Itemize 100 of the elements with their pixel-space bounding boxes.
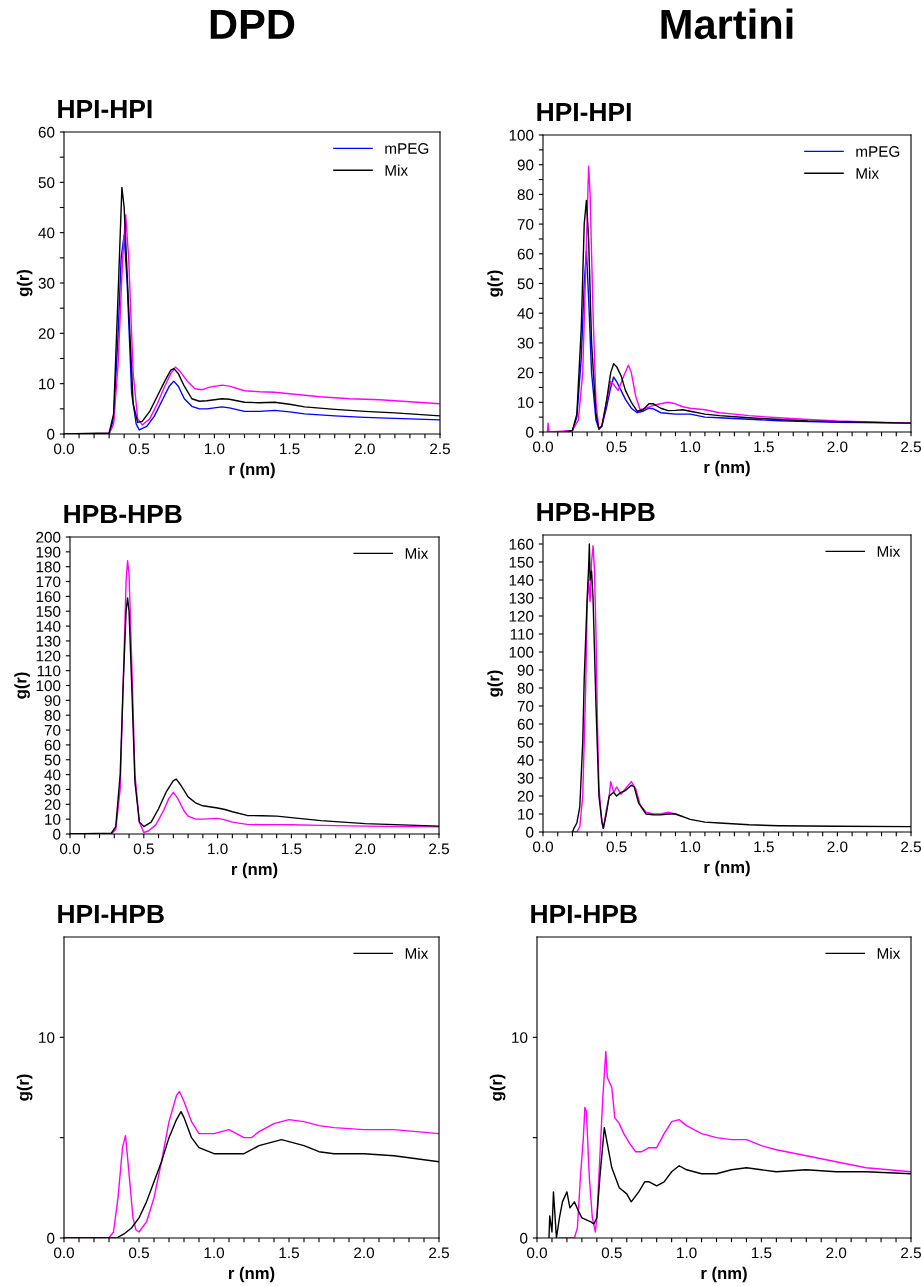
x-tick-label: 2.5 bbox=[430, 443, 450, 455]
x-tick-label: 2.0 bbox=[827, 441, 848, 453]
x-tick-label: 0.0 bbox=[53, 443, 75, 455]
y-tick-label: 60 bbox=[517, 718, 534, 730]
x-tick-label: 0.0 bbox=[532, 841, 554, 853]
x-tick-label: 2.5 bbox=[901, 841, 921, 853]
y-tick-label: 40 bbox=[517, 754, 534, 766]
y-tick-label: 120 bbox=[509, 610, 534, 622]
y-tick-label: 30 bbox=[38, 277, 55, 289]
y-tick-label: 20 bbox=[38, 328, 55, 340]
y-tick-label: 60 bbox=[517, 248, 534, 260]
y-tick-label: 60 bbox=[44, 739, 61, 751]
legend-label: Mix bbox=[856, 167, 879, 179]
legend-label: Mix bbox=[877, 545, 901, 557]
x-axis-title: r (nm) bbox=[704, 460, 750, 477]
x-tick-label: 0.5 bbox=[129, 443, 150, 455]
x-tick-label: 0.0 bbox=[526, 1247, 548, 1259]
legend-label: mPEG bbox=[856, 146, 900, 157]
x-tick-label: 1.0 bbox=[208, 843, 228, 855]
x-tick-label: 1.5 bbox=[279, 1247, 299, 1259]
legend-label: Mix bbox=[405, 947, 429, 959]
y-tick-label: 170 bbox=[36, 576, 61, 588]
x-tick-label: 2.0 bbox=[355, 843, 376, 855]
y-tick-label: 120 bbox=[36, 650, 61, 662]
x-tick-label: 1.5 bbox=[751, 1247, 772, 1259]
y-tick-label: 130 bbox=[36, 635, 61, 647]
x-tick-label: 1.0 bbox=[204, 1247, 225, 1259]
legend-label: Mix bbox=[405, 547, 429, 559]
y-tick-label: 10 bbox=[39, 1032, 55, 1044]
y-tick-label: 0 bbox=[526, 426, 534, 438]
x-tick-label: 1.0 bbox=[680, 441, 701, 453]
chart-title: HPI-HPI bbox=[537, 102, 631, 122]
y-tick-label: 110 bbox=[510, 628, 534, 640]
y-tick-label: 130 bbox=[509, 592, 534, 604]
x-axis-title: r (nm) bbox=[228, 1266, 275, 1283]
y-tick-label: 90 bbox=[517, 159, 534, 171]
x-tick-label: 0.0 bbox=[532, 441, 554, 453]
y-tick-label: 100 bbox=[36, 680, 61, 692]
y-axis-title: g(r) bbox=[487, 670, 503, 697]
legend-label: Mix bbox=[877, 947, 901, 959]
y-tick-label: 30 bbox=[517, 337, 534, 349]
y-axis-title: g(r) bbox=[14, 672, 30, 699]
y-tick-label: 50 bbox=[517, 736, 534, 748]
y-tick-label: 100 bbox=[509, 646, 534, 658]
y-tick-label: 10 bbox=[512, 1032, 528, 1044]
x-tick-label: 1.5 bbox=[281, 843, 302, 855]
y-tick-label: 160 bbox=[509, 538, 534, 550]
y-tick-label: 90 bbox=[44, 695, 61, 707]
y-tick-label: 150 bbox=[509, 556, 534, 568]
y-tick-label: 10 bbox=[518, 397, 534, 408]
y-tick-label: 10 bbox=[39, 378, 55, 390]
text: DPD bbox=[210, 10, 295, 39]
y-tick-label: 40 bbox=[44, 769, 61, 781]
y-tick-label: 140 bbox=[509, 574, 534, 586]
y-tick-label: 180 bbox=[36, 561, 61, 573]
y-tick-label: 140 bbox=[36, 620, 61, 632]
y-tick-label: 50 bbox=[38, 177, 55, 189]
y-tick-label: 60 bbox=[38, 126, 55, 138]
legend-label: Mix bbox=[385, 164, 408, 176]
x-axis-title: r (nm) bbox=[704, 860, 750, 877]
y-axis-title: g(r) bbox=[489, 1074, 506, 1101]
x-axis-title: r (nm) bbox=[229, 462, 275, 479]
y-tick-label: 0 bbox=[526, 826, 534, 838]
x-tick-label: 1.5 bbox=[280, 443, 300, 455]
y-tick-label: 0 bbox=[53, 828, 61, 840]
x-tick-label: 0.5 bbox=[606, 841, 627, 853]
y-tick-label: 40 bbox=[38, 227, 55, 239]
y-tick-label: 20 bbox=[517, 790, 534, 802]
x-tick-label: 0.0 bbox=[53, 1247, 75, 1259]
y-tick-label: 190 bbox=[36, 546, 61, 558]
y-axis-title: g(r) bbox=[487, 270, 503, 297]
y-tick-label: 30 bbox=[44, 784, 61, 796]
x-tick-label: 2.5 bbox=[429, 1247, 449, 1259]
y-tick-label: 70 bbox=[44, 724, 61, 736]
chart-title: HPB-HPB bbox=[64, 504, 182, 524]
y-tick-label: 80 bbox=[517, 189, 534, 201]
y-tick-label: 80 bbox=[517, 682, 534, 694]
chart-title: HPI-HPB bbox=[58, 904, 164, 924]
chart-title: HPB-HPB bbox=[537, 502, 655, 522]
y-tick-label: 90 bbox=[517, 664, 534, 676]
x-axis-title: r (nm) bbox=[701, 1266, 747, 1283]
y-tick-label: 150 bbox=[36, 606, 61, 617]
y-tick-label: 70 bbox=[517, 700, 534, 712]
x-tick-label: 0.5 bbox=[128, 1247, 149, 1259]
x-tick-label: 1.0 bbox=[204, 443, 225, 455]
x-tick-label: 2.5 bbox=[901, 441, 921, 453]
y-tick-label: 80 bbox=[44, 710, 61, 721]
y-tick-label: 10 bbox=[518, 808, 534, 820]
y-axis-title: g(r) bbox=[16, 1074, 33, 1101]
x-tick-label: 0.5 bbox=[133, 843, 154, 855]
y-tick-label: 20 bbox=[44, 799, 61, 810]
x-tick-label: 1.5 bbox=[754, 441, 774, 453]
y-tick-label: 160 bbox=[36, 591, 61, 603]
x-tick-label: 1.0 bbox=[680, 841, 701, 853]
x-axis-title: r (nm) bbox=[231, 862, 278, 879]
x-tick-label: 2.5 bbox=[901, 1247, 921, 1259]
x-tick-label: 1.0 bbox=[677, 1247, 697, 1259]
y-tick-label: 50 bbox=[517, 278, 534, 290]
y-tick-label: 110 bbox=[37, 665, 61, 677]
y-tick-label: 50 bbox=[44, 754, 61, 766]
